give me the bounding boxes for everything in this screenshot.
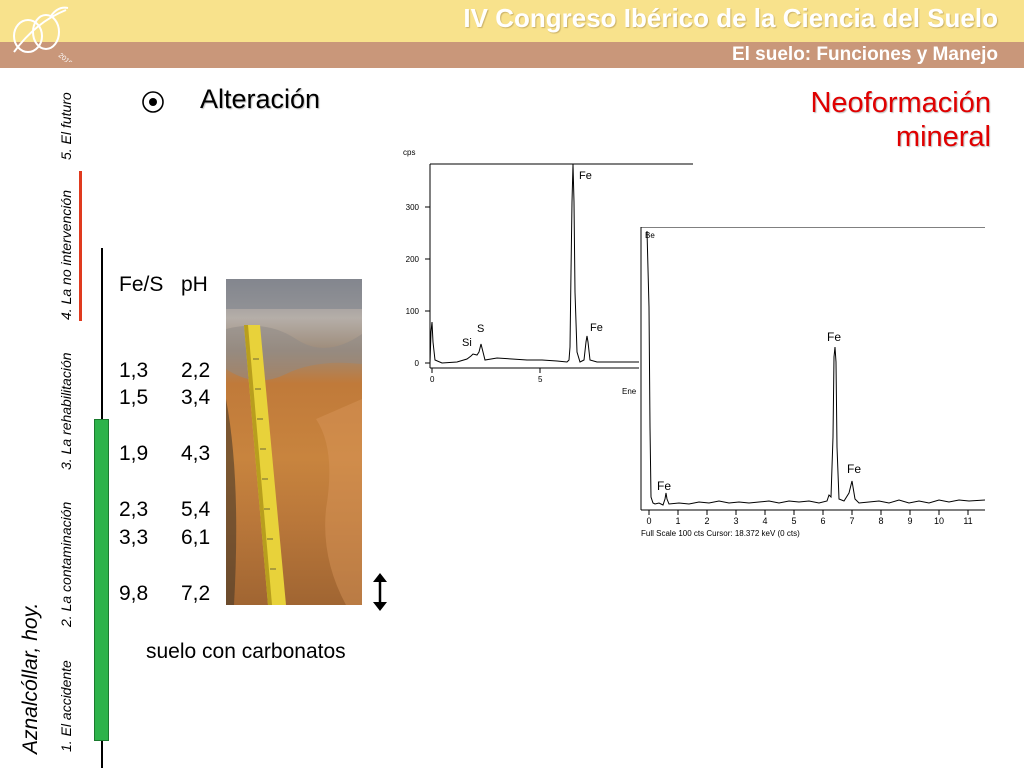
ph-value: 3,4: [181, 386, 211, 409]
aznalcollar-heading: Aznalcóllar, hoy.: [19, 602, 42, 754]
neoformation-heading: Neoformación mineral: [810, 86, 991, 154]
fe-s-value: 3,3: [119, 526, 149, 549]
spectrum-2-footer: Full Scale 100 cts Cursor: 18.372 keV (0…: [641, 529, 800, 538]
fe-s-value: 9,8: [119, 582, 149, 605]
section-title: Alteración: [200, 84, 321, 114]
neoformation-line1: Neoformación: [810, 87, 991, 119]
caption-carbonate-soil: suelo con carbonatos: [146, 640, 346, 663]
spectrum-1-xtick: 5: [538, 375, 543, 384]
ph-value: 4,3: [181, 442, 211, 465]
nav-item-accidente[interactable]: 1. El accidente: [58, 660, 74, 752]
column-header-fe-s: Fe/S: [119, 273, 164, 296]
spectrum-2-xtick: 8: [878, 516, 883, 526]
circled-dot-icon: [142, 91, 164, 113]
neoformation-line2: mineral: [895, 121, 991, 153]
spectrum-2-xtick: 9: [907, 516, 912, 526]
spectrum-2-xtick: 2: [704, 516, 709, 526]
spectrum-2-plot: Be Fe Fe Fe 0 1 2 3 4 5 6 7 8 9 10 11 Fu…: [640, 226, 986, 538]
nav-item-no-intervencion[interactable]: 4. La no intervención: [58, 190, 74, 320]
header-subtitle-band: [0, 42, 1024, 68]
spectrum-2-xtick: 1: [675, 516, 680, 526]
spectrum-1-peak-label: Fe: [590, 322, 603, 334]
fe-s-value: 2,3: [119, 498, 149, 521]
spectrum-1-ytick: 300: [406, 203, 420, 212]
eds-spectrum-2: Be Fe Fe Fe 0 1 2 3 4 5 6 7 8 9 10 11 Fu…: [639, 226, 986, 541]
spectrum-1-xlabel: Ene: [622, 387, 637, 396]
up-down-arrow-icon: [373, 573, 387, 611]
fe-s-value: 1,5: [119, 386, 149, 409]
nav-current-green-bar: [94, 419, 109, 741]
spectrum-1-xtick: 0: [430, 375, 435, 384]
header-subtitle: El suelo: Funciones y Manejo: [731, 44, 998, 65]
spectrum-2-xtick: 7: [849, 516, 854, 526]
spectrum-1-plot: cps 0 100 200 300 0 5 Ene Si S Fe Fe: [403, 148, 693, 396]
spectrum-1-peak-label: S: [477, 323, 484, 335]
header-title: IV Congreso Ibérico de la Ciencia del Su…: [463, 3, 998, 33]
spectrum-2-xtick: 11: [963, 516, 972, 526]
spectrum-1-peak-label: Fe: [579, 170, 592, 182]
spectrum-1-ylabel: cps: [403, 148, 415, 157]
fe-s-value: 1,9: [119, 442, 149, 465]
nav-item-futuro[interactable]: 5. El futuro: [58, 92, 74, 160]
spectrum-2-xtick: 3: [733, 516, 738, 526]
spectrum-2-xtick: 4: [762, 516, 767, 526]
spectrum-1-ytick: 200: [406, 255, 420, 264]
nav-red-marker-line: [79, 171, 82, 321]
spectrum-1-peak-label: Si: [462, 337, 472, 349]
ph-value: 6,1: [181, 526, 211, 549]
spectrum-2-peak-label: Fe: [847, 462, 861, 476]
ph-value: 2,2: [181, 359, 211, 382]
column-header-ph: pH: [181, 273, 208, 296]
spectrum-2-corner-label: Be: [645, 231, 655, 240]
svg-text:2010: 2010: [57, 52, 74, 62]
header-bar: 2010 IV Congreso Ibérico de la Ciencia d…: [0, 0, 1024, 68]
soil-profile-photo: [226, 279, 362, 605]
spectrum-2-xtick: 5: [791, 516, 796, 526]
spectrum-2-xtick: 0: [646, 516, 651, 526]
spectrum-2-xtick: 6: [820, 516, 825, 526]
spectrum-2-peak-label: Fe: [657, 479, 671, 493]
spectrum-1-ytick: 0: [415, 359, 420, 368]
spectrum-2-peak-label: Fe: [827, 330, 841, 344]
congress-logo-icon: 2010: [13, 6, 74, 62]
ph-value: 5,4: [181, 498, 211, 521]
nav-item-rehabilitacion[interactable]: 3. La rehabilitación: [58, 352, 74, 470]
nav-item-contaminacion[interactable]: 2. La contaminación: [58, 501, 74, 627]
ph-value: 7,2: [181, 582, 211, 605]
spectrum-2-xtick: 10: [934, 516, 944, 526]
fe-s-value: 1,3: [119, 359, 149, 382]
spectrum-1-ytick: 100: [406, 307, 420, 316]
